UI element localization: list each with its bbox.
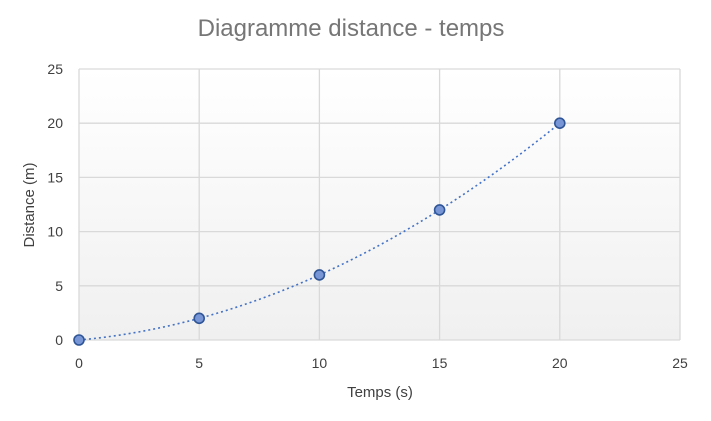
- y-tick-label: 20: [47, 115, 63, 131]
- y-tick-label: 25: [47, 61, 63, 77]
- x-tick-label: 25: [672, 355, 688, 371]
- gridlines: [78, 68, 681, 341]
- chart-title: Diagramme distance - temps: [198, 15, 505, 42]
- tick-labels: 0 5 10 15 20 25 0 5 10 15 20 25: [47, 61, 688, 371]
- data-point: [73, 334, 85, 346]
- data-point: [193, 312, 205, 325]
- x-tick-label: 10: [312, 355, 328, 371]
- y-tick-label: 15: [47, 169, 63, 185]
- data-point: [433, 204, 446, 216]
- data-point: [553, 117, 566, 129]
- plot-area: [79, 69, 680, 340]
- x-tick-label: 15: [432, 355, 448, 371]
- x-tick-label: 5: [195, 355, 203, 371]
- x-tick-label: 0: [75, 355, 83, 371]
- data-point: [313, 269, 326, 281]
- y-tick-label: 5: [55, 278, 63, 294]
- y-tick-label: 0: [55, 332, 63, 348]
- x-tick-label: 20: [552, 355, 568, 371]
- y-tick-label: 10: [47, 224, 63, 240]
- y-axis-label: Distance (m): [21, 162, 38, 247]
- x-axis-label: Temps (s): [347, 384, 413, 401]
- series-markers: [73, 117, 566, 346]
